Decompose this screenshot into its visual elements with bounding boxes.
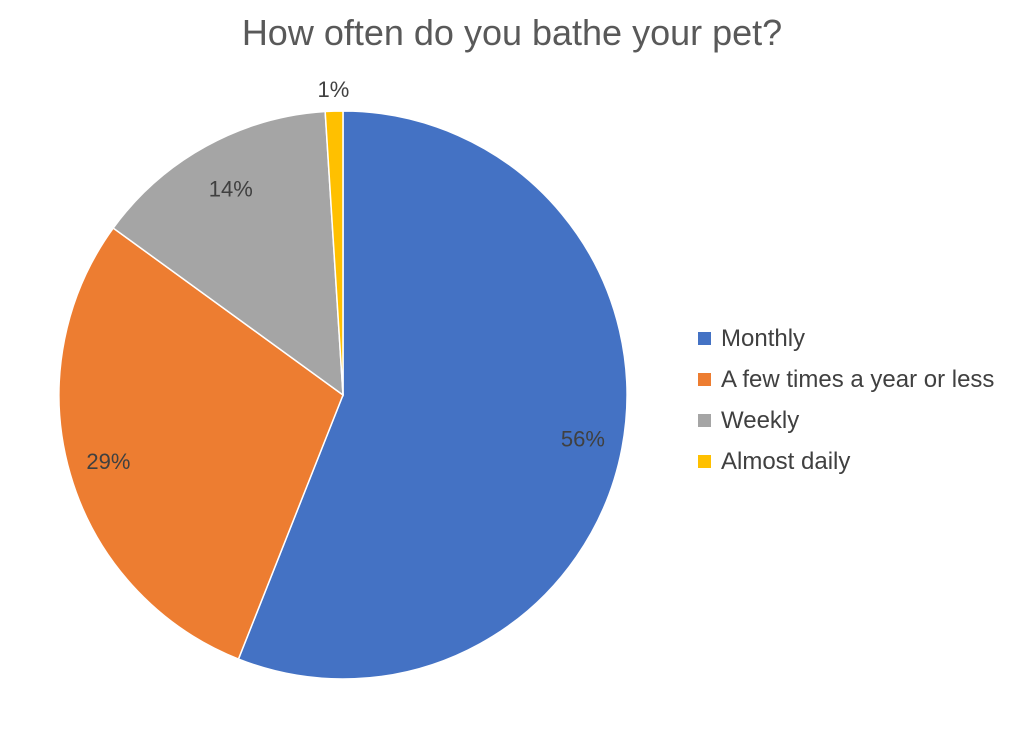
pie-slice-monthly — [237, 110, 628, 680]
pie-slice-almost-daily — [324, 110, 344, 396]
data-label-a-few-times-a-year-or-less: 29% — [86, 449, 130, 474]
legend-label: Monthly — [721, 324, 806, 352]
legend-swatch — [698, 455, 711, 468]
legend-item: Almost daily — [698, 441, 994, 482]
data-label-weekly: 14% — [209, 177, 253, 202]
legend-swatch — [698, 414, 711, 427]
pie-slice-weekly — [112, 110, 344, 397]
legend-item: Monthly — [698, 318, 994, 359]
legend-item: Weekly — [698, 400, 994, 441]
legend-label: Almost daily — [721, 447, 851, 475]
legend: Monthly A few times a year or less Weekly A… — [698, 318, 994, 482]
chart-title: How often do you bathe your pet? — [241, 12, 783, 53]
data-label-almost-daily: 1% — [318, 77, 350, 102]
legend-label: Weekly — [721, 406, 800, 434]
data-label-monthly: 56% — [561, 427, 605, 452]
legend-swatch — [698, 332, 711, 345]
legend-label: A few times a year or less — [721, 365, 995, 393]
legend-swatch — [698, 373, 711, 386]
legend-item: A few times a year or less — [698, 359, 994, 400]
pie-slice-a-few-times-a-year-or-less — [58, 227, 344, 661]
